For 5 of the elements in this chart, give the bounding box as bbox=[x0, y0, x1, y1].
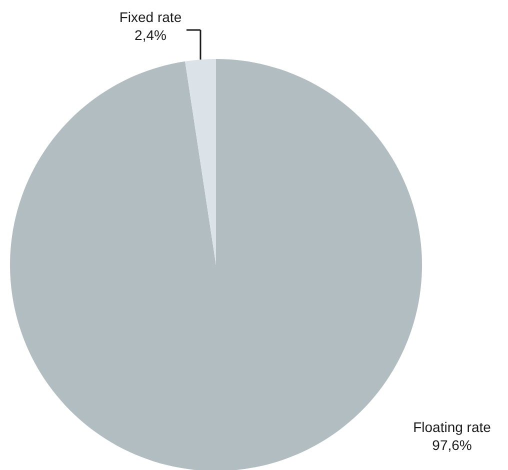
data-label: 97,6% bbox=[432, 437, 472, 453]
slice-label: Floating rate bbox=[413, 419, 492, 435]
pie-slice bbox=[185, 59, 216, 265]
data-label: 2,4% bbox=[134, 27, 166, 43]
slice-label: Fixed rate bbox=[119, 9, 182, 25]
